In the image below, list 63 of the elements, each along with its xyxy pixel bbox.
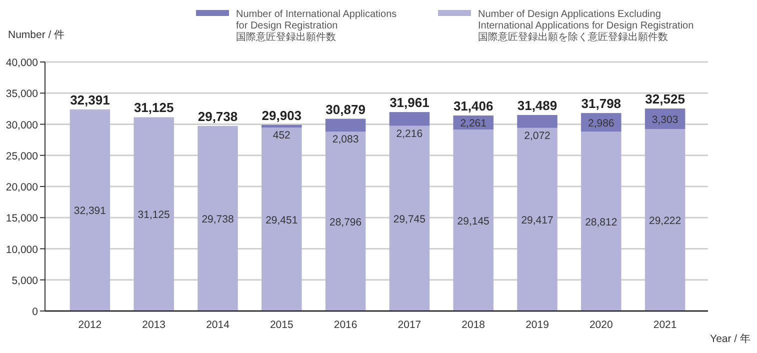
bar: [517, 128, 558, 311]
x-tick-label: 2012: [78, 319, 102, 331]
data-label: 29,745: [393, 213, 426, 226]
x-tick-label: 2020: [589, 319, 613, 331]
total-label: 30,879: [326, 102, 366, 117]
y-tick-label: 25,000: [6, 150, 38, 162]
y-tick-label: 40,000: [6, 57, 38, 69]
total-label: 31,961: [390, 95, 430, 110]
bar: [325, 132, 366, 311]
data-label: 3,303: [652, 114, 678, 126]
bar: [134, 117, 174, 311]
bar: [453, 130, 494, 311]
data-label: 29,451: [266, 214, 298, 226]
x-tick-label: 2019: [526, 319, 550, 331]
total-label: 29,903: [262, 108, 302, 123]
total-label: 31,406: [453, 98, 494, 114]
x-tick-label: 2021: [653, 319, 677, 331]
x-tick-label: 2016: [334, 319, 358, 331]
data-label: 29,417: [521, 214, 554, 226]
data-label: 2,072: [524, 130, 551, 142]
x-axis-title: Year / 年: [710, 333, 751, 345]
y-axis-title: Number / 件: [8, 29, 66, 41]
bar: [198, 126, 238, 311]
data-label: 29,145: [457, 215, 490, 228]
y-tick-label: 20,000: [6, 182, 38, 194]
bar: [262, 128, 302, 311]
legend-label: Number of Design Applications Excluding International Applications for Design Registration 国際意匠登録出願を除く意匠登録出願件数: [478, 9, 694, 43]
data-label: 2,261: [460, 118, 487, 130]
bar: [70, 109, 110, 311]
total-label: 29,738: [198, 108, 238, 124]
total-label: 31,489: [517, 98, 558, 113]
y-tick-label: 30,000: [6, 119, 38, 132]
data-label: 28,812: [585, 216, 618, 228]
data-label: 29,222: [648, 215, 682, 228]
data-label: 32,391: [74, 205, 106, 218]
total-label: 31,798: [581, 96, 622, 112]
y-tick-label: 10,000: [6, 244, 38, 256]
y-tick-label: 0: [32, 306, 38, 318]
bar: [517, 114, 558, 128]
legend-label: Number of International Applications for Design Registration 国際意匠登録出願件数: [236, 9, 397, 43]
x-tick-label: 2018: [462, 319, 486, 331]
data-label: 452: [272, 130, 291, 142]
total-label: 32,391: [70, 92, 110, 108]
data-label: 2,083: [332, 134, 359, 146]
total-label: 32,525: [645, 92, 685, 107]
bar: [325, 118, 366, 132]
data-label: 28,796: [329, 216, 362, 228]
bar: [581, 132, 622, 311]
x-tick-label: 2013: [142, 319, 166, 331]
y-tick-label: 15,000: [6, 212, 38, 225]
bar: [389, 112, 430, 126]
bar: [389, 126, 430, 311]
x-tick-label: 2014: [206, 319, 230, 331]
data-label: 2,986: [588, 117, 614, 130]
data-label: 31,125: [138, 209, 170, 222]
data-label: 2,216: [396, 128, 423, 140]
y-tick-label: 35,000: [6, 88, 38, 100]
x-tick-label: 2015: [270, 319, 294, 331]
bar: [644, 129, 686, 311]
data-label: 29,738: [202, 213, 234, 226]
y-tick-label: 5,000: [12, 274, 38, 287]
total-label: 31,125: [134, 100, 174, 116]
x-tick-label: 2017: [398, 319, 422, 331]
